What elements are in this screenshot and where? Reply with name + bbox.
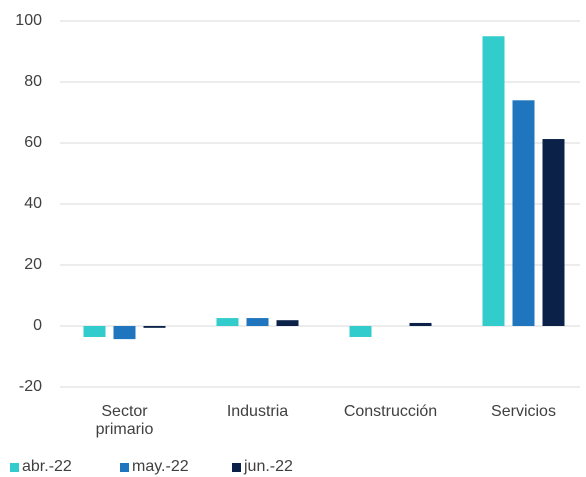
x-tick-text: Industria (226, 403, 289, 420)
x-tick-text: Construcción (343, 403, 438, 420)
x-tick-text: Sector primario (95, 403, 154, 438)
bar (276, 320, 299, 326)
legend-item: may.-22 (120, 458, 189, 476)
x-tick-label: Industria (191, 403, 324, 421)
bar (542, 139, 565, 326)
x-tick-text: Servicios (491, 403, 556, 420)
y-tick-label: 40 (24, 195, 42, 212)
x-tick-label: Sector primario (58, 403, 191, 439)
legend-swatch (10, 462, 19, 472)
bar (409, 322, 432, 326)
y-tick-label: 100 (15, 12, 42, 29)
y-tick-label: -20 (19, 378, 42, 395)
legend-swatch (232, 462, 241, 472)
y-tick-label: 0 (33, 317, 42, 334)
bar (512, 100, 535, 326)
bar (482, 36, 505, 326)
legend-item: abr.-22 (10, 458, 72, 476)
legend-label: abr.-22 (22, 458, 72, 475)
legend-label: jun.-22 (244, 458, 293, 475)
bar (143, 326, 166, 328)
legend-item: jun.-22 (232, 458, 293, 476)
bar (113, 326, 136, 340)
bar (246, 318, 269, 326)
legend-swatch (120, 462, 129, 472)
bar (216, 318, 239, 326)
x-tick-label: Servicios (457, 403, 586, 421)
y-tick-label: 60 (24, 134, 42, 151)
bar (83, 326, 106, 337)
bar (349, 326, 372, 337)
legend-label: may.-22 (132, 458, 189, 475)
y-tick-label: 80 (24, 73, 42, 90)
y-tick-label: 20 (24, 256, 42, 273)
x-tick-label: Construcción (324, 403, 457, 421)
